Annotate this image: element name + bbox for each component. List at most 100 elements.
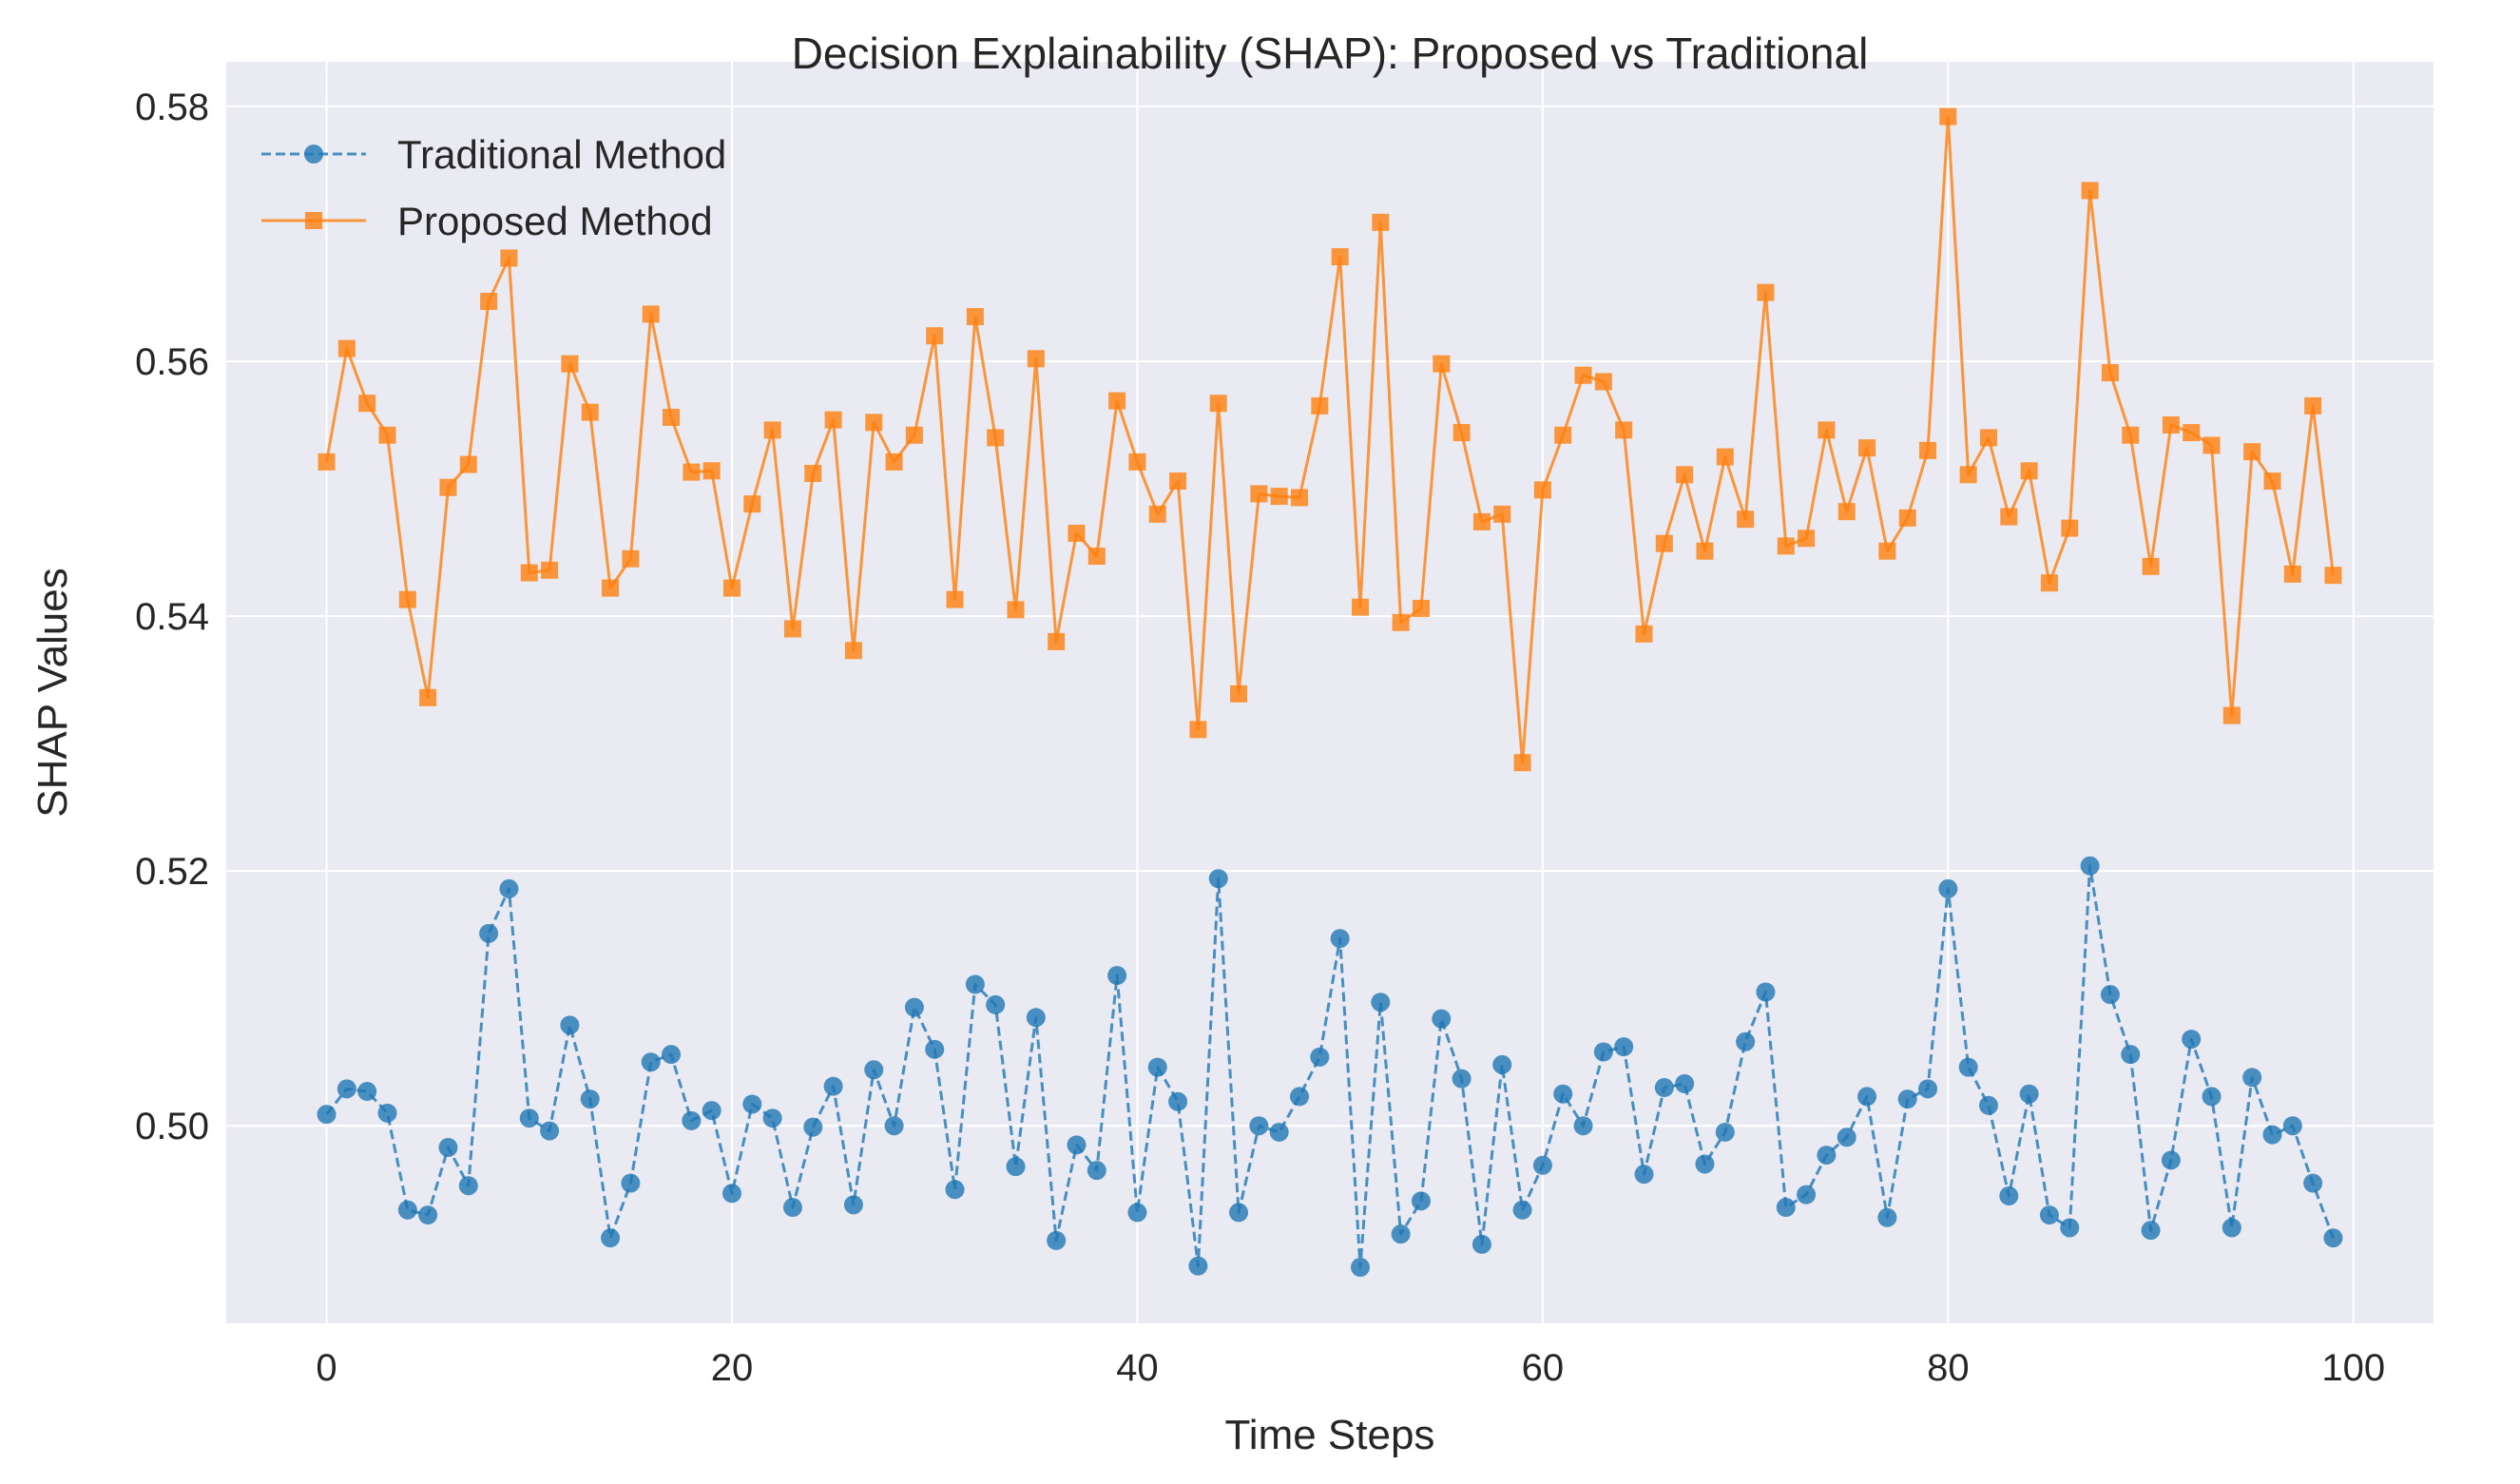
- series-line: [325, 115, 2335, 764]
- data-point: [1818, 421, 1836, 439]
- data-point: [1087, 548, 1106, 566]
- data-point: [682, 1110, 702, 1130]
- data-point: [2080, 856, 2100, 876]
- data-point: [762, 1108, 782, 1128]
- data-point: [2182, 1030, 2202, 1050]
- data-point: [1756, 982, 1776, 1002]
- data-point: [926, 327, 944, 345]
- data-point: [1736, 1031, 1756, 1051]
- data-point: [2202, 1087, 2222, 1107]
- data-point: [803, 1117, 823, 1137]
- data-point: [378, 426, 396, 444]
- data-point: [1676, 466, 1694, 484]
- data-point: [1128, 453, 1146, 471]
- data-point: [1351, 598, 1369, 616]
- data-point: [1208, 869, 1228, 889]
- legend-label-traditional: Traditional Method: [397, 132, 726, 177]
- legend-item-traditional: Traditional Method: [261, 132, 726, 177]
- tick-labels: 0 20 40 60 80 100 0.50 0.52 0.54 0.56 0.58: [135, 87, 2385, 1389]
- data-point: [905, 426, 923, 444]
- data-point: [885, 453, 903, 471]
- data-point: [2100, 985, 2120, 1005]
- data-point: [1594, 373, 1612, 391]
- data-point: [742, 1094, 762, 1114]
- data-point: [1452, 1069, 1472, 1089]
- data-point: [1798, 530, 1816, 548]
- data-point: [1797, 1185, 1817, 1205]
- data-point: [1593, 1042, 1613, 1062]
- data-point: [1189, 721, 1207, 739]
- data-point: [480, 292, 498, 310]
- data-point: [1614, 1037, 1634, 1057]
- data-point: [1715, 1122, 1735, 1142]
- data-point: [1696, 542, 1714, 560]
- data-point: [601, 1228, 621, 1248]
- data-point: [2122, 426, 2140, 444]
- data-point: [1452, 424, 1471, 442]
- data-point: [1290, 1087, 1310, 1107]
- data-point: [357, 1082, 377, 1102]
- data-point: [2242, 1068, 2262, 1088]
- data-point: [2183, 424, 2201, 442]
- data-point: [986, 994, 1006, 1014]
- data-point: [1432, 1009, 1452, 1029]
- data-point: [2040, 574, 2058, 592]
- data-point: [945, 1180, 965, 1200]
- data-point: [663, 408, 681, 426]
- data-point: [1837, 1127, 1856, 1147]
- data-point: [2060, 1218, 2080, 1238]
- data-point: [499, 878, 519, 898]
- y-axis-label: SHAP Values: [29, 568, 76, 818]
- data-point: [581, 403, 599, 421]
- data-point: [2262, 1125, 2282, 1145]
- data-point: [1999, 1185, 2019, 1205]
- data-point: [1532, 1155, 1552, 1175]
- data-point: [1147, 1057, 1167, 1077]
- data-point: [904, 997, 924, 1017]
- data-point: [358, 395, 376, 413]
- data-point: [439, 478, 457, 496]
- data-point: [1978, 1095, 1998, 1115]
- data-point: [743, 495, 761, 513]
- data-point: [1350, 1258, 1370, 1278]
- data-point: [1918, 1079, 1938, 1099]
- data-point: [1026, 1008, 1046, 1028]
- data-point: [2000, 508, 2018, 526]
- x-tick-label: 20: [711, 1347, 754, 1389]
- data-point: [1939, 107, 1957, 125]
- data-point: [702, 1101, 721, 1121]
- x-tick-label: 40: [1116, 1347, 1159, 1389]
- data-point: [1737, 511, 1755, 529]
- data-point: [519, 1108, 539, 1128]
- data-point: [2020, 462, 2038, 480]
- data-point: [1330, 929, 1350, 949]
- data-point: [1837, 503, 1856, 521]
- data-point: [621, 1173, 641, 1193]
- x-tick-label: 60: [1522, 1347, 1565, 1389]
- data-point: [2121, 1045, 2141, 1065]
- series-layer: [317, 107, 2343, 1278]
- data-point: [1857, 1087, 1877, 1107]
- data-point: [377, 1103, 397, 1123]
- data-point: [1372, 213, 1390, 231]
- data-point: [965, 974, 985, 994]
- data-point: [1331, 248, 1349, 266]
- data-point: [1635, 625, 1653, 643]
- data-point: [1067, 1135, 1087, 1155]
- legend-item-proposed: Proposed Method: [261, 199, 713, 243]
- data-point: [1411, 1191, 1431, 1211]
- data-point: [2324, 567, 2342, 585]
- data-point: [560, 1015, 580, 1035]
- data-point: [987, 429, 1005, 447]
- data-point: [782, 1198, 802, 1218]
- data-point: [1169, 472, 1187, 490]
- y-tick-label: 0.52: [135, 851, 209, 893]
- data-point: [418, 1205, 438, 1225]
- data-point: [397, 1200, 417, 1220]
- grid: [226, 62, 2433, 1323]
- data-point: [540, 1121, 560, 1141]
- data-point: [642, 305, 660, 323]
- data-point: [2203, 436, 2221, 454]
- data-point: [1634, 1165, 1654, 1185]
